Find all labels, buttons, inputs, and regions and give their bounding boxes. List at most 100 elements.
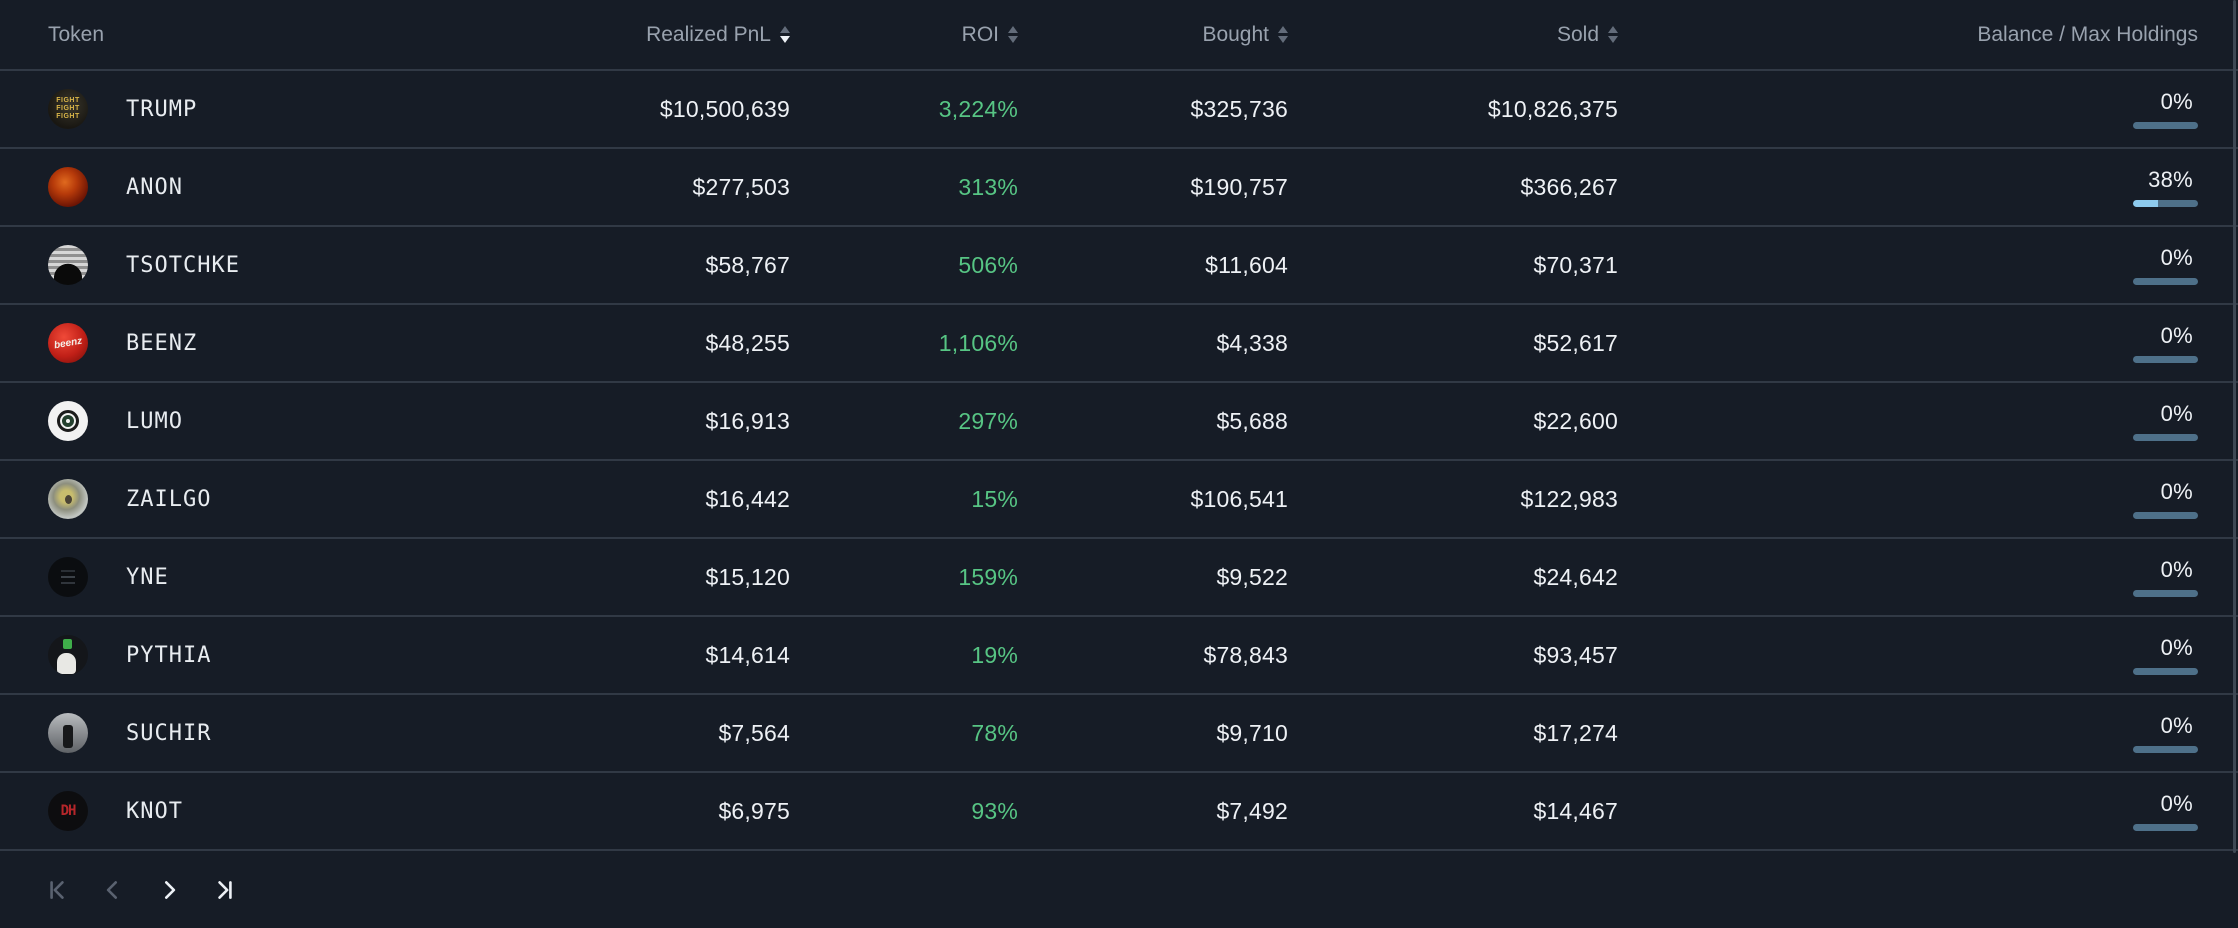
balance-progress-bar xyxy=(2133,356,2198,363)
balance-wrapper: 0% xyxy=(2133,479,2198,519)
balance-progress-bar xyxy=(2133,746,2198,753)
table-row-zailgo[interactable]: ZAILGO $16,442 15% $106,541 $122,983 0% xyxy=(0,461,2238,539)
token-name: LUMO xyxy=(126,408,183,434)
table-row-tsotchke[interactable]: TSOTCHKE $58,767 506% $11,604 $70,371 0% xyxy=(0,227,2238,305)
sort-desc-arrow-icon xyxy=(1278,36,1288,43)
balance-progress-bar xyxy=(2133,590,2198,597)
bought-value: $9,522 xyxy=(1216,563,1288,590)
prev-page-button[interactable] xyxy=(100,877,126,903)
balance-wrapper: 0% xyxy=(2133,89,2198,129)
balance-progress-bar xyxy=(2133,824,2198,831)
balance-percent: 0% xyxy=(2160,791,2193,816)
token-cell: ZAILGO xyxy=(0,479,435,519)
token-cell: SUCHIR xyxy=(0,713,435,753)
zailgo-token-icon xyxy=(48,479,88,519)
token-cell: ANON xyxy=(0,167,435,207)
sort-asc-arrow-icon xyxy=(1608,26,1618,33)
token-cell: LUMO xyxy=(0,401,435,441)
last-page-button[interactable] xyxy=(212,877,238,903)
knot-token-icon: DH xyxy=(48,791,88,831)
token-name: TRUMP xyxy=(126,96,198,122)
balance-cell: 0% xyxy=(1618,479,2198,519)
column-label-sold: Sold xyxy=(1556,22,1599,46)
balance-percent: 0% xyxy=(2160,89,2193,114)
roi-value: 297% xyxy=(958,407,1018,434)
column-header-roi[interactable]: ROI xyxy=(790,23,1018,47)
table-row-beenz[interactable]: beenz BEENZ $48,255 1,106% $4,338 $52,617 0% xyxy=(0,305,2238,383)
table-header-row: Token Realized PnL ROI Bought Sold Balance / … xyxy=(0,0,2238,71)
bought-value: $5,688 xyxy=(1216,407,1288,434)
sort-icon xyxy=(1008,26,1018,43)
roi-value: 78% xyxy=(971,719,1018,746)
roi-value: 3,224% xyxy=(938,95,1018,122)
balance-cell: 0% xyxy=(1618,713,2198,753)
anon-token-icon xyxy=(48,167,88,207)
sort-asc-arrow-icon xyxy=(1008,26,1018,33)
table-row-pythia[interactable]: PYTHIA $14,614 19% $78,843 $93,457 0% xyxy=(0,617,2238,695)
realized-pnl-value: $7,564 xyxy=(718,719,790,746)
token-name: BEENZ xyxy=(126,330,198,356)
next-page-button[interactable] xyxy=(156,877,182,903)
token-cell: PYTHIA xyxy=(0,635,435,675)
table-row-lumo[interactable]: LUMO $16,913 297% $5,688 $22,600 0% xyxy=(0,383,2238,461)
vertical-scrollbar-thumb[interactable] xyxy=(2233,0,2236,853)
sort-asc-arrow-icon xyxy=(1278,26,1288,33)
suchir-token-icon xyxy=(48,713,88,753)
sold-value: $366,267 xyxy=(1520,173,1618,200)
column-label-balance: Balance / Max Holdings xyxy=(1977,22,2198,46)
pagination xyxy=(0,851,2238,928)
sort-icon xyxy=(1278,26,1288,43)
sort-desc-arrow-icon xyxy=(780,36,790,43)
token-icon-text: FIGHT FIGHT FIGHT xyxy=(56,97,80,120)
token-name: SUCHIR xyxy=(126,720,212,746)
token-icon-text: beenz xyxy=(53,335,83,351)
table-row-suchir[interactable]: SUCHIR $7,564 78% $9,710 $17,274 0% xyxy=(0,695,2238,773)
column-label-realized-pnl: Realized PnL xyxy=(646,22,771,46)
token-cell: FIGHT FIGHT FIGHT TRUMP xyxy=(0,89,435,129)
column-header-token: Token xyxy=(0,23,435,47)
roi-value: 159% xyxy=(958,563,1018,590)
lumo-token-icon xyxy=(48,401,88,441)
balance-cell: 0% xyxy=(1618,245,2198,285)
sold-value: $22,600 xyxy=(1533,407,1618,434)
sold-value: $122,983 xyxy=(1520,485,1618,512)
sort-icon xyxy=(780,26,790,43)
sort-asc-arrow-icon xyxy=(780,26,790,33)
bought-value: $106,541 xyxy=(1190,485,1288,512)
column-header-sold[interactable]: Sold xyxy=(1288,23,1618,47)
sold-value: $14,467 xyxy=(1533,797,1618,824)
balance-cell: 0% xyxy=(1618,89,2198,129)
balance-percent: 0% xyxy=(2160,479,2193,504)
realized-pnl-value: $16,913 xyxy=(705,407,790,434)
token-cell: beenz BEENZ xyxy=(0,323,435,363)
table-row-anon[interactable]: ANON $277,503 313% $190,757 $366,267 38% xyxy=(0,149,2238,227)
token-name: TSOTCHKE xyxy=(126,252,240,278)
sold-value: $24,642 xyxy=(1533,563,1618,590)
balance-wrapper: 0% xyxy=(2133,323,2198,363)
roi-value: 1,106% xyxy=(938,329,1018,356)
balance-progress-bar xyxy=(2133,434,2198,441)
balance-percent: 0% xyxy=(2160,557,2193,582)
balance-wrapper: 0% xyxy=(2133,635,2198,675)
roi-value: 19% xyxy=(971,641,1018,668)
last-page-icon xyxy=(218,880,232,899)
column-header-realized-pnl[interactable]: Realized PnL xyxy=(435,23,790,47)
table-row-trump[interactable]: FIGHT FIGHT FIGHT TRUMP $10,500,639 3,224% $… xyxy=(0,71,2238,149)
token-name: PYTHIA xyxy=(126,642,212,668)
sold-value: $70,371 xyxy=(1533,251,1618,278)
token-cell: DH KNOT xyxy=(0,791,435,831)
roi-value: 313% xyxy=(958,173,1018,200)
balance-cell: 0% xyxy=(1618,401,2198,441)
roi-value: 15% xyxy=(971,485,1018,512)
column-label-roi: ROI xyxy=(961,22,999,46)
sold-value: $93,457 xyxy=(1533,641,1618,668)
first-page-button[interactable] xyxy=(44,877,70,903)
column-header-bought[interactable]: Bought xyxy=(1018,23,1288,47)
realized-pnl-value: $10,500,639 xyxy=(659,95,790,122)
yne-token-icon xyxy=(48,557,88,597)
balance-percent: 0% xyxy=(2160,713,2193,738)
trump-token-icon: FIGHT FIGHT FIGHT xyxy=(48,89,88,129)
table-row-yne[interactable]: YNE $15,120 159% $9,522 $24,642 0% xyxy=(0,539,2238,617)
bought-value: $9,710 xyxy=(1216,719,1288,746)
table-row-knot[interactable]: DH KNOT $6,975 93% $7,492 $14,467 0% xyxy=(0,773,2238,851)
